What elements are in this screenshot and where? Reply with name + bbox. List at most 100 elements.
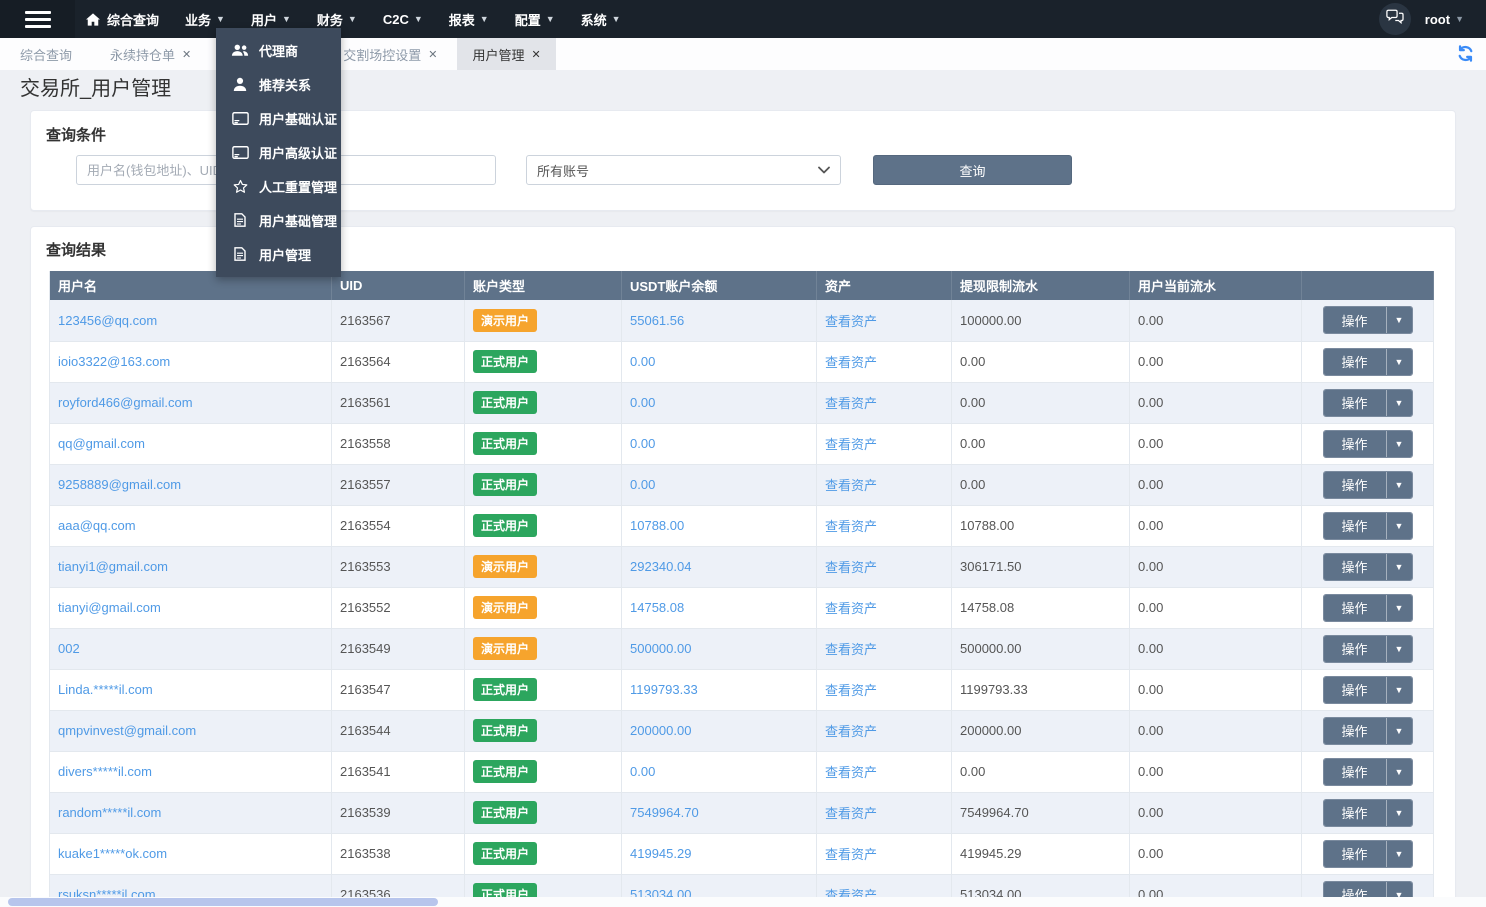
refresh-icon[interactable] (1457, 45, 1474, 67)
dropdown-item-推荐关系[interactable]: 推荐关系 (216, 67, 341, 101)
username-link[interactable]: 123456@qq.com (58, 312, 158, 328)
username-link[interactable]: 9258889@gmail.com (58, 477, 182, 492)
action-button[interactable]: 操作 (1323, 840, 1386, 867)
user-menu[interactable]: root ▼ (1425, 12, 1464, 27)
nav-item-财务[interactable]: 财务 ▼ (317, 10, 357, 29)
usdt-balance-link[interactable]: 200000.00 (630, 723, 692, 738)
username-link[interactable]: kuake1*****ok.com (58, 846, 168, 861)
dropdown-item-用户管理[interactable]: 用户管理 (216, 237, 341, 271)
action-button[interactable]: 操作 (1323, 512, 1386, 539)
action-dropdown-caret[interactable]: ▼ (1385, 799, 1412, 826)
dropdown-item-用户高级认证[interactable]: 用户高级认证 (216, 135, 341, 169)
action-dropdown-caret[interactable]: ▼ (1385, 348, 1412, 375)
usdt-balance-link[interactable]: 0.00 (630, 436, 656, 451)
usdt-balance-link[interactable]: 1199793.33 (630, 682, 698, 697)
usdt-balance-link[interactable]: 55061.56 (630, 312, 685, 328)
search-button[interactable]: 查询 (873, 155, 1072, 185)
dropdown-item-代理商[interactable]: 代理商 (216, 33, 341, 67)
action-dropdown-caret[interactable]: ▼ (1385, 676, 1412, 703)
username-link[interactable]: royford466@gmail.com (58, 395, 193, 410)
tab-用户管理[interactable]: 用户管理 ✕ (457, 38, 556, 70)
horizontal-scrollbar-track[interactable] (0, 897, 1486, 907)
hamburger-menu-icon[interactable] (0, 0, 75, 38)
username-link[interactable]: ioio3322@163.com (58, 354, 171, 369)
username-link[interactable]: aaa@qq.com (58, 518, 136, 533)
action-dropdown-caret[interactable]: ▼ (1385, 594, 1412, 621)
view-assets-link[interactable]: 查看资产 (825, 313, 878, 329)
username-link[interactable]: qmpvinvest@gmail.com (58, 723, 197, 738)
username-link[interactable]: tianyi1@gmail.com (58, 559, 169, 574)
view-assets-link[interactable]: 查看资产 (825, 396, 878, 411)
horizontal-scrollbar-thumb[interactable] (8, 898, 438, 906)
nav-item-配置[interactable]: 配置 ▼ (515, 10, 555, 29)
action-dropdown-caret[interactable]: ▼ (1385, 471, 1412, 498)
view-assets-link[interactable]: 查看资产 (825, 437, 878, 452)
usdt-balance-link[interactable]: 14758.08 (630, 600, 685, 615)
usdt-balance-link[interactable]: 292340.04 (630, 559, 692, 574)
action-button[interactable]: 操作 (1323, 635, 1386, 662)
action-button[interactable]: 操作 (1323, 307, 1386, 334)
nav-item-业务[interactable]: 业务 ▼ (185, 10, 225, 29)
view-assets-link[interactable]: 查看资产 (825, 847, 878, 862)
action-button[interactable]: 操作 (1323, 758, 1386, 785)
close-icon[interactable]: ✕ (531, 48, 541, 61)
usdt-balance-link[interactable]: 0.00 (630, 477, 656, 492)
account-type-select[interactable]: 所有账号 (526, 155, 841, 185)
tab-综合查询[interactable]: 综合查询 (20, 38, 72, 70)
nav-item-系统[interactable]: 系统 ▼ (581, 10, 621, 29)
action-button[interactable]: 操作 (1323, 594, 1386, 621)
action-button[interactable]: 操作 (1323, 430, 1386, 457)
usdt-balance-link[interactable]: 0.00 (630, 395, 656, 410)
view-assets-link[interactable]: 查看资产 (825, 765, 878, 780)
usdt-balance-link[interactable]: 500000.00 (630, 641, 692, 656)
view-assets-link[interactable]: 查看资产 (825, 355, 878, 370)
action-button[interactable]: 操作 (1323, 553, 1386, 580)
usdt-balance-link[interactable]: 7549964.70 (630, 805, 699, 820)
dropdown-item-用户基础管理[interactable]: 用户基础管理 (216, 203, 341, 237)
view-assets-link[interactable]: 查看资产 (825, 683, 878, 698)
action-button[interactable]: 操作 (1323, 717, 1386, 744)
nav-item-用户[interactable]: 用户 ▼ (251, 10, 291, 29)
action-dropdown-caret[interactable]: ▼ (1385, 717, 1412, 744)
view-assets-link[interactable]: 查看资产 (825, 724, 878, 739)
dropdown-item-用户基础认证[interactable]: 用户基础认证 (216, 101, 341, 135)
username-link[interactable]: random*****il.com (58, 805, 162, 820)
action-dropdown-caret[interactable]: ▼ (1385, 758, 1412, 785)
close-icon[interactable]: ✕ (428, 48, 438, 61)
nav-item-报表[interactable]: 报表 ▼ (449, 10, 489, 29)
usdt-balance-link[interactable]: 0.00 (630, 354, 656, 369)
username-link[interactable]: 002 (58, 641, 80, 656)
tab-交割场控设置[interactable]: 交割场控设置 ✕ (343, 38, 437, 70)
action-dropdown-caret[interactable]: ▼ (1385, 307, 1412, 334)
dropdown-item-人工重置管理[interactable]: 人工重置管理 (216, 169, 341, 203)
username-link[interactable]: Linda.*****il.com (58, 682, 153, 697)
action-dropdown-caret[interactable]: ▼ (1385, 635, 1412, 662)
action-button[interactable]: 操作 (1323, 676, 1386, 703)
view-assets-link[interactable]: 查看资产 (825, 478, 878, 493)
action-button[interactable]: 操作 (1323, 389, 1386, 416)
action-button[interactable]: 操作 (1323, 348, 1386, 375)
username-link[interactable]: tianyi@gmail.com (58, 600, 161, 615)
action-button[interactable]: 操作 (1323, 799, 1386, 826)
action-dropdown-caret[interactable]: ▼ (1385, 840, 1412, 867)
view-assets-link[interactable]: 查看资产 (825, 642, 878, 657)
username-link[interactable]: qq@gmail.com (58, 436, 145, 451)
close-icon[interactable]: ✕ (182, 48, 192, 61)
usdt-balance-link[interactable]: 0.00 (630, 764, 656, 779)
view-assets-link[interactable]: 查看资产 (825, 601, 878, 616)
usdt-balance-link[interactable]: 419945.29 (630, 846, 692, 861)
action-dropdown-caret[interactable]: ▼ (1385, 430, 1412, 457)
view-assets-link[interactable]: 查看资产 (825, 806, 878, 821)
action-button[interactable]: 操作 (1323, 471, 1386, 498)
tab-永续持仓单[interactable]: 永续持仓单 ✕ (110, 38, 191, 70)
nav-item-home[interactable]: 综合查询 (86, 10, 159, 29)
usdt-balance-link[interactable]: 10788.00 (630, 518, 685, 533)
chat-button[interactable] (1378, 3, 1411, 35)
view-assets-link[interactable]: 查看资产 (825, 560, 878, 575)
view-assets-link[interactable]: 查看资产 (825, 519, 878, 534)
action-dropdown-caret[interactable]: ▼ (1385, 389, 1412, 416)
nav-item-C2C[interactable]: C2C ▼ (383, 12, 423, 27)
username-link[interactable]: divers*****il.com (58, 764, 152, 779)
action-dropdown-caret[interactable]: ▼ (1385, 553, 1412, 580)
action-dropdown-caret[interactable]: ▼ (1385, 512, 1412, 539)
